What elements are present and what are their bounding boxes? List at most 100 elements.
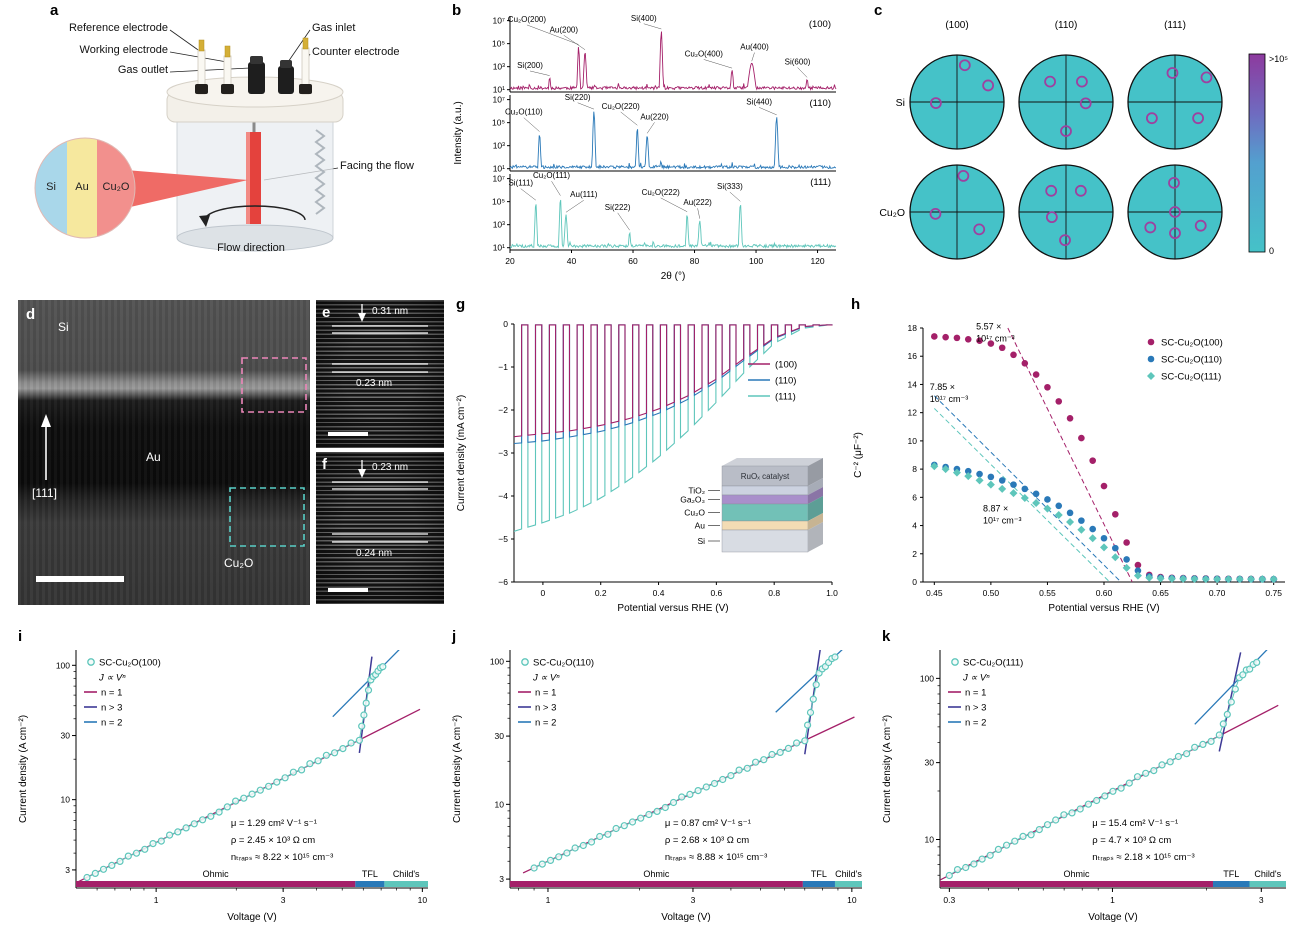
svg-text:Ohmic: Ohmic — [1063, 869, 1090, 879]
svg-text:−2: −2 — [498, 405, 508, 415]
svg-text:Ohmic: Ohmic — [203, 869, 230, 879]
tem-annotations — [36, 357, 307, 582]
svg-text:nₜᵣₐₚₛ ≈ 8.88 × 10¹⁵ cm⁻³: nₜᵣₐₚₛ ≈ 8.88 × 10¹⁵ cm⁻³ — [665, 852, 767, 863]
svg-text:Current density (A cm⁻²): Current density (A cm⁻²) — [18, 715, 29, 823]
svg-text:Au(220): Au(220) — [640, 112, 669, 121]
svg-text:10: 10 — [847, 895, 857, 905]
label-working-electrode: Working electrode — [79, 44, 168, 56]
svg-text:J ∝ Vⁿ: J ∝ Vⁿ — [962, 673, 990, 684]
svg-text:10⁷: 10⁷ — [492, 95, 505, 105]
svg-text:0.75: 0.75 — [1265, 588, 1282, 598]
panel-d-tem-image: Si Au Cu₂O [111] — [18, 300, 310, 605]
svg-text:ρ = 4.7 × 10³ Ω cm: ρ = 4.7 × 10³ Ω cm — [1092, 835, 1171, 846]
svg-text:n = 1: n = 1 — [101, 688, 122, 699]
svg-text:3: 3 — [499, 874, 504, 884]
panel-label-d: d — [26, 306, 36, 323]
svg-text:10: 10 — [495, 799, 505, 809]
svg-text:nₜᵣₐₚₛ ≈ 2.18 × 10¹⁵ cm⁻³: nₜᵣₐₚₛ ≈ 2.18 × 10¹⁵ cm⁻³ — [1092, 852, 1194, 863]
inset-label-si: Si — [46, 181, 56, 193]
svg-text:ρ = 2.45 × 10³ Ω cm: ρ = 2.45 × 10³ Ω cm — [231, 835, 315, 846]
svg-text:Ga₂O₃: Ga₂O₃ — [680, 495, 705, 505]
region-bar-TFL — [1212, 881, 1250, 887]
svg-text:Child's: Child's — [835, 869, 862, 879]
xrd-trace — [509, 111, 837, 170]
svg-text:J ∝ Vⁿ: J ∝ Vⁿ — [98, 673, 126, 684]
svg-text:10⁷: 10⁷ — [492, 16, 505, 26]
svg-text:Cu₂O(200): Cu₂O(200) — [508, 15, 547, 24]
sclc-chart-100: 1 3 10 3 10 30 100 Voltage (V) Current density (… — [18, 650, 428, 923]
panel-label-j: j — [452, 628, 457, 645]
svg-text:0.2: 0.2 — [595, 588, 607, 598]
inset-pointer-wedge — [126, 170, 248, 208]
region-bar-Child's — [834, 881, 862, 887]
label-reference-electrode: Reference electrode — [68, 22, 168, 34]
svg-text:SC-Cu₂O(110): SC-Cu₂O(110) — [533, 658, 594, 669]
svg-text:μ = 0.87 cm² V⁻¹ s⁻¹: μ = 0.87 cm² V⁻¹ s⁻¹ — [665, 818, 751, 829]
svg-text:n = 2: n = 2 — [101, 718, 122, 729]
label-counter-electrode: Counter electrode — [312, 46, 400, 58]
lattice-spacing-label-1: 0.31 nm — [372, 306, 409, 317]
svg-text:−1: −1 — [498, 362, 508, 372]
region-bar-Ohmic — [940, 881, 1213, 887]
svg-text:8.87 ×: 8.87 × — [983, 503, 1008, 513]
coil — [314, 129, 326, 215]
panel-label-k: k — [882, 628, 891, 645]
panel-e-hrtem-image: 0.31 nm 0.23 nm — [316, 300, 444, 448]
svg-text:0.55: 0.55 — [1039, 588, 1056, 598]
svg-text:Child's: Child's — [393, 869, 420, 879]
svg-text:10¹⁷ cm⁻³: 10¹⁷ cm⁻³ — [976, 333, 1015, 343]
svg-text:μ = 15.4 cm² V⁻¹ s⁻¹: μ = 15.4 cm² V⁻¹ s⁻¹ — [1092, 818, 1178, 829]
zone-axis-arrow — [41, 414, 51, 427]
svg-text:100: 100 — [490, 656, 504, 666]
svg-text:Si(222): Si(222) — [605, 203, 631, 212]
svg-text:Current density (A cm⁻²): Current density (A cm⁻²) — [452, 715, 463, 823]
svg-text:120: 120 — [810, 256, 824, 266]
panel-f-hrtem-image: 0.23 nm 0.24 nm — [316, 452, 444, 604]
svg-text:n = 2: n = 2 — [965, 718, 986, 729]
svg-text:(100): (100) — [809, 19, 831, 30]
svg-text:10³: 10³ — [493, 141, 505, 151]
label-flow-direction: Flow direction — [217, 242, 285, 254]
label-gas-outlet: Gas outlet — [117, 64, 168, 76]
svg-text:TFL: TFL — [362, 869, 378, 879]
svg-text:30: 30 — [925, 758, 935, 768]
panel-label-h: h — [851, 296, 861, 313]
svg-text:10¹⁷ cm⁻³: 10¹⁷ cm⁻³ — [983, 515, 1022, 525]
svg-text:2: 2 — [912, 549, 917, 559]
svg-text:Si(333): Si(333) — [717, 182, 743, 191]
svg-text:18: 18 — [908, 323, 918, 333]
xrd-trace — [509, 31, 837, 91]
svg-text:RuOₓ catalyst: RuOₓ catalyst — [741, 472, 790, 481]
svg-text:ρ = 2.68 × 10³ Ω cm: ρ = 2.68 × 10³ Ω cm — [665, 835, 749, 846]
svg-text:Ohmic: Ohmic — [643, 869, 670, 879]
svg-text:n = 2: n = 2 — [535, 718, 556, 729]
svg-text:10: 10 — [61, 795, 71, 805]
svg-text:0.45: 0.45 — [926, 588, 943, 598]
lattice-spacing-label-1: 0.23 nm — [372, 462, 409, 473]
svg-text:Cu₂O(110): Cu₂O(110) — [505, 108, 543, 117]
gas-inlet-port — [278, 60, 294, 94]
svg-text:Current density (A cm⁻²): Current density (A cm⁻²) — [882, 715, 893, 823]
svg-text:1: 1 — [1110, 895, 1115, 905]
svg-text:40: 40 — [567, 256, 577, 266]
inset-label-cu2o: Cu₂O — [102, 181, 130, 193]
svg-text:Au(400): Au(400) — [740, 43, 769, 52]
svg-text:20: 20 — [505, 256, 515, 266]
svg-text:Si(440): Si(440) — [746, 97, 772, 106]
svg-text:0: 0 — [912, 577, 917, 587]
svg-text:0.60: 0.60 — [1096, 588, 1113, 598]
roi-box-e — [241, 357, 307, 413]
svg-text:1: 1 — [154, 895, 159, 905]
svg-text:(111): (111) — [810, 177, 831, 188]
electrochemical-cell — [166, 37, 344, 252]
svg-text:10¹: 10¹ — [493, 243, 505, 253]
svg-text:Si(220): Si(220) — [565, 93, 591, 102]
svg-text:3: 3 — [691, 895, 696, 905]
svg-text:1: 1 — [546, 895, 551, 905]
svg-text:16: 16 — [908, 351, 918, 361]
svg-text:Potential versus RHE (V): Potential versus RHE (V) — [1048, 603, 1159, 614]
svg-text:(110): (110) — [775, 376, 796, 387]
svg-text:0: 0 — [503, 319, 508, 329]
layer-label-cu2o: Cu₂O — [224, 556, 254, 570]
svg-text:0.65: 0.65 — [1152, 588, 1169, 598]
